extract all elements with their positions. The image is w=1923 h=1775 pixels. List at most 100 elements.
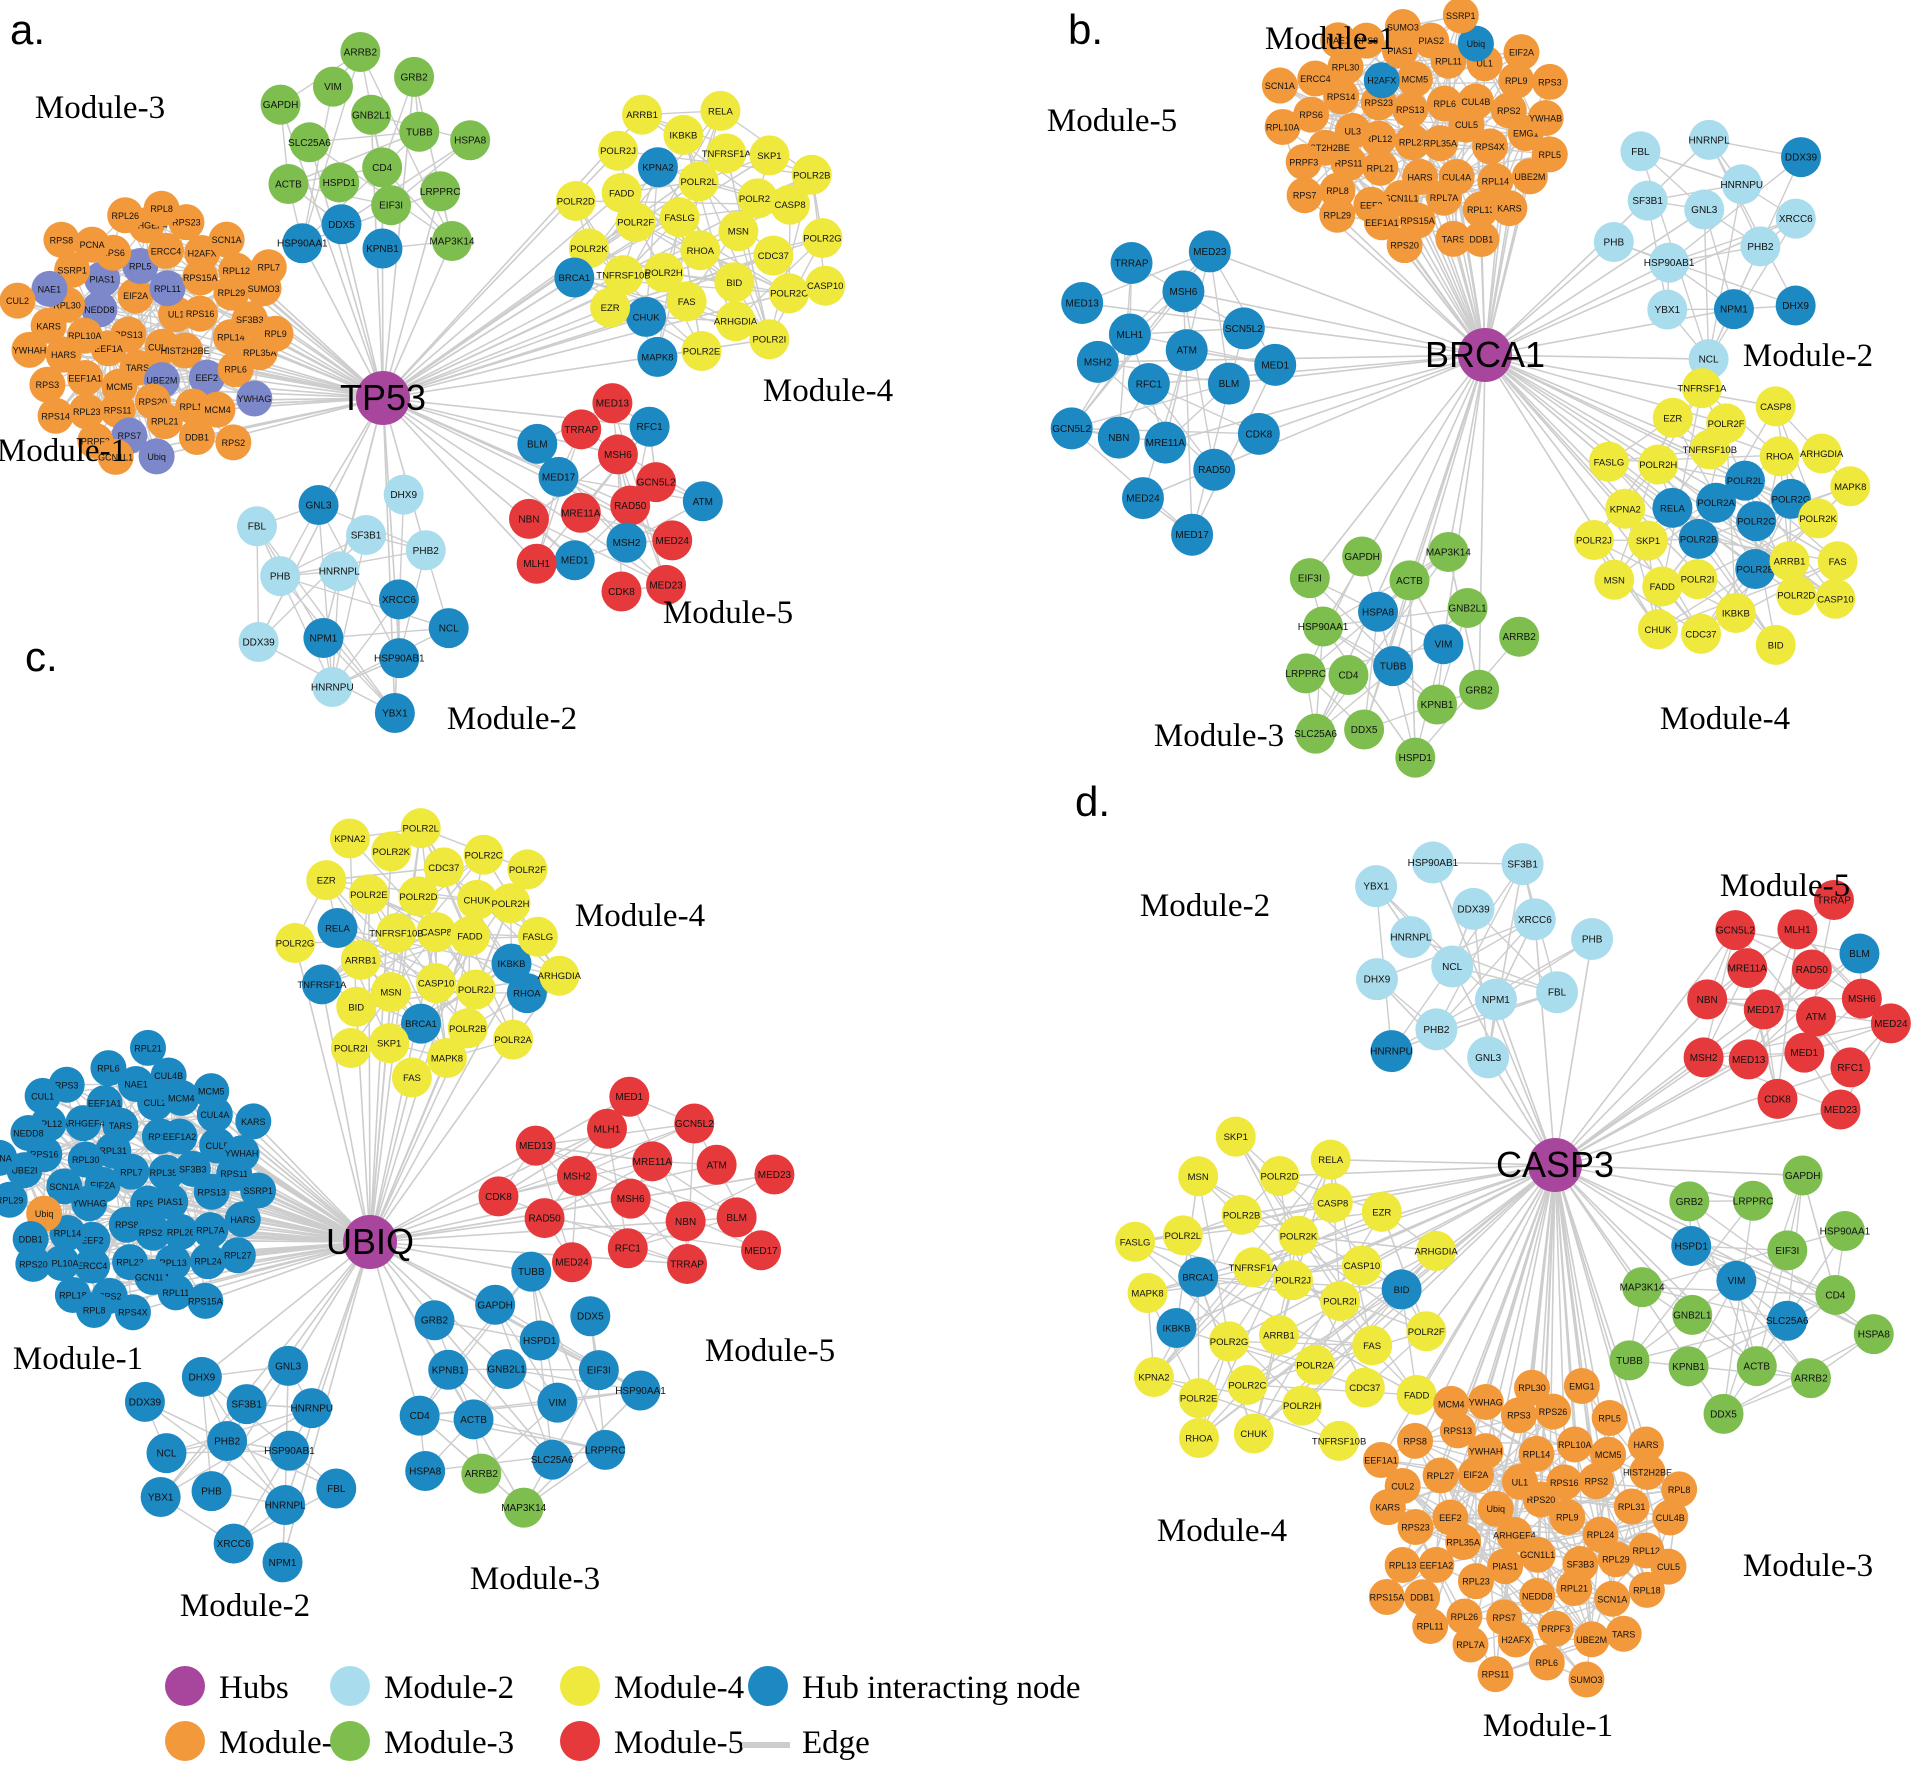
node-phb[interactable]: PHB	[260, 556, 301, 597]
node-cd4[interactable]: CD4	[1328, 655, 1369, 696]
node-rpl14[interactable]: RPL14	[1477, 163, 1514, 200]
node-polr2b[interactable]: POLR2B	[1678, 518, 1719, 559]
node-ddx5[interactable]: DDX5	[570, 1296, 611, 1337]
node-rpl6[interactable]: RPL6	[90, 1050, 127, 1087]
node-msn[interactable]: MSN	[370, 972, 411, 1013]
node-ywhag[interactable]: YWHAG	[236, 380, 273, 417]
node-rpl24[interactable]: RPL24	[190, 1243, 227, 1280]
node-pcna[interactable]: PCNA	[74, 226, 111, 263]
node-rela[interactable]: RELA	[1652, 487, 1693, 528]
node-nbn[interactable]: NBN	[1097, 416, 1140, 459]
node-ddx39[interactable]: DDX39	[238, 621, 279, 662]
node-arrb2[interactable]: ARRB2	[1790, 1358, 1831, 1399]
node-chuk[interactable]: CHUK	[1233, 1413, 1274, 1454]
node-rela[interactable]: RELA	[317, 907, 358, 948]
node-ywhab[interactable]: YWHAB	[1527, 99, 1564, 136]
node-polr2f[interactable]: POLR2F	[507, 849, 548, 890]
node-hspa8[interactable]: HSPA8	[1358, 591, 1399, 632]
node-npm1[interactable]: NPM1	[303, 617, 344, 658]
node-slc25a6[interactable]: SLC25A6	[531, 1439, 574, 1480]
node-polr2e[interactable]: POLR2E	[1178, 1378, 1219, 1419]
node-ikbkb[interactable]: IKBKB	[491, 943, 532, 984]
node-kars[interactable]: KARS	[1369, 1489, 1406, 1526]
node-rpl21[interactable]: RPL21	[146, 403, 183, 440]
node-phb2[interactable]: PHB2	[1415, 1008, 1458, 1051]
node-gapdh[interactable]: GAPDH	[1782, 1155, 1823, 1196]
node-polr2b[interactable]: POLR2B	[1221, 1194, 1262, 1235]
node-map3k14[interactable]: MAP3K14	[1426, 531, 1471, 572]
node-hsp90aa1[interactable]: HSP90AA1	[1298, 606, 1349, 647]
node-eif2a[interactable]: EIF2A	[1503, 34, 1540, 71]
node-gnl3[interactable]: GNL3	[1467, 1036, 1510, 1079]
node-med24[interactable]: MED24	[551, 1242, 592, 1283]
node-phb2[interactable]: PHB2	[207, 1420, 248, 1461]
node-cdk8[interactable]: CDK8	[478, 1176, 519, 1217]
node-hsp90ab1[interactable]: HSP90AB1	[374, 638, 425, 679]
node-msh2[interactable]: MSH2	[556, 1155, 597, 1196]
node-msn[interactable]: MSN	[1594, 559, 1635, 600]
node-rpl27[interactable]: RPL27	[1422, 1457, 1459, 1494]
node-rpl10a[interactable]: RPL10A	[1556, 1426, 1593, 1463]
node-kpnb1[interactable]: KPNB1	[1668, 1346, 1709, 1387]
node-faslg[interactable]: FASLG	[1588, 441, 1629, 482]
node-nae1[interactable]: NAE1	[1320, 22, 1357, 59]
node-tnfrsf10b[interactable]: TNFRSF10B	[596, 255, 651, 296]
node-skp1[interactable]: SKP1	[369, 1023, 410, 1064]
node-npm1[interactable]: NPM1	[262, 1542, 303, 1583]
node-polr2l[interactable]: POLR2L	[400, 808, 441, 849]
node-grb2[interactable]: GRB2	[394, 56, 435, 97]
node-rps2[interactable]: RPS2	[215, 424, 252, 461]
node-ssrp1[interactable]: SSRP1	[1442, 0, 1479, 34]
node-fbl[interactable]: FBL	[1536, 971, 1579, 1014]
node-polr2f[interactable]: POLR2F	[1706, 403, 1747, 444]
node-cul4b[interactable]: CUL4B	[1457, 83, 1494, 120]
node-med1[interactable]: MED1	[1254, 343, 1297, 386]
node-gnl3[interactable]: GNL3	[268, 1345, 309, 1386]
node-ubiq[interactable]: Ubiq	[1457, 25, 1494, 62]
node-atm[interactable]: ATM	[696, 1144, 737, 1185]
node-cdk8[interactable]: CDK8	[1237, 412, 1280, 455]
node-rpl7[interactable]: RPL7	[250, 249, 287, 286]
node-faslg[interactable]: FASLG	[1115, 1221, 1156, 1262]
node-mcm5[interactable]: MCM5	[1590, 1436, 1627, 1473]
node-ncl[interactable]: NCL	[428, 608, 469, 649]
node-polr2c[interactable]: POLR2C	[463, 834, 504, 875]
node-med24[interactable]: MED24	[1121, 477, 1164, 520]
node-scn5l2[interactable]: SCN5L2	[1222, 307, 1265, 350]
node-phb[interactable]: PHB	[1571, 918, 1614, 961]
node-hnrnpu[interactable]: HNRNPU	[1370, 1030, 1413, 1073]
node-hsp90ab1[interactable]: HSP90AB1	[1408, 841, 1459, 884]
node-rela[interactable]: RELA	[700, 90, 741, 131]
node-bid[interactable]: BID	[1755, 624, 1796, 665]
node-rfc1[interactable]: RFC1	[1127, 362, 1170, 405]
node-gcn5l2[interactable]: GCN5L2	[674, 1103, 715, 1144]
node-casp8[interactable]: CASP8	[770, 184, 811, 225]
node-gapdh[interactable]: GAPDH	[475, 1284, 516, 1325]
node-bid[interactable]: BID	[714, 262, 755, 303]
node-rps23[interactable]: RPS23	[135, 1214, 172, 1251]
node-vim[interactable]: VIM	[1716, 1260, 1757, 1301]
node-rpl10a[interactable]: RPL10A	[1264, 108, 1301, 145]
node-grb2[interactable]: GRB2	[1669, 1181, 1710, 1222]
node-polr2h[interactable]: POLR2H	[490, 883, 531, 924]
node-hsp90aa1[interactable]: HSP90AA1	[1820, 1211, 1871, 1252]
node-polr2i[interactable]: POLR2I	[1320, 1280, 1361, 1321]
node-med13[interactable]: MED13	[592, 383, 633, 424]
node-cul1[interactable]: CUL1	[24, 1077, 61, 1114]
node-gcn5l2[interactable]: GCN5L2	[1715, 910, 1756, 951]
node-rad50[interactable]: RAD50	[1791, 949, 1832, 990]
node-med1[interactable]: MED1	[1784, 1032, 1825, 1073]
node-gcn1l1[interactable]: GCN1L1	[1519, 1536, 1556, 1573]
node-rps26[interactable]: RPS26	[1535, 1393, 1572, 1430]
node-hspa8[interactable]: HSPA8	[405, 1451, 446, 1492]
node-hnrnpl[interactable]: HNRNPL	[319, 551, 361, 592]
node-rps13[interactable]: RPS13	[1392, 91, 1429, 128]
node-med24[interactable]: MED24	[652, 520, 693, 561]
node-mapk8[interactable]: MAPK8	[1830, 466, 1871, 507]
node-rfc1[interactable]: RFC1	[607, 1228, 648, 1269]
node-rad50[interactable]: RAD50	[1193, 448, 1236, 491]
node-rpl13[interactable]: RPL13	[1462, 191, 1499, 228]
node-rpl23[interactable]: RPL23	[68, 393, 105, 430]
node-bid[interactable]: BID	[336, 986, 377, 1027]
node-gnb2l1[interactable]: GNB2L1	[1672, 1294, 1713, 1335]
